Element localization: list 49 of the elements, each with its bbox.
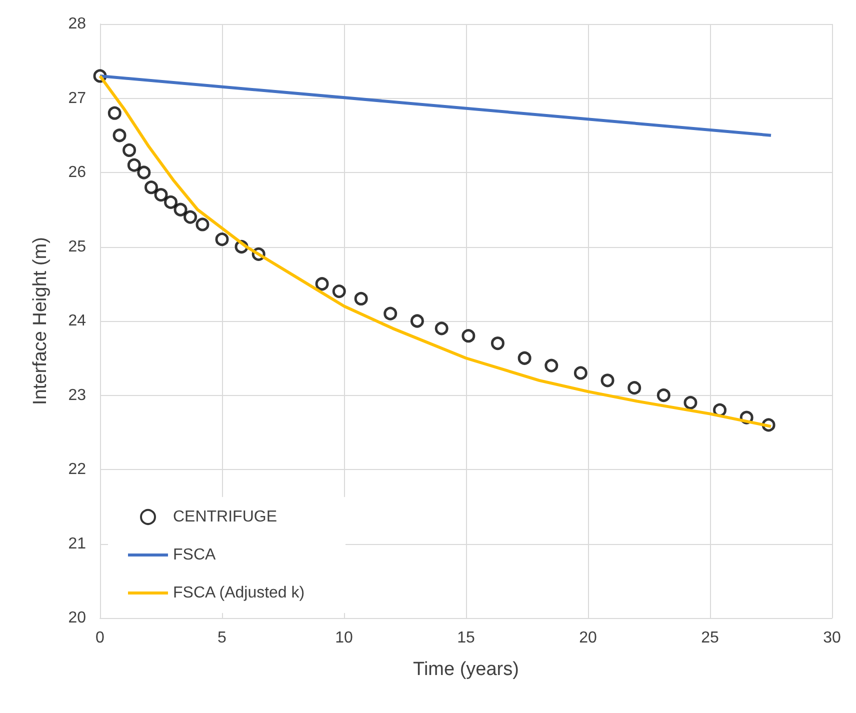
point bbox=[354, 292, 368, 306]
y-tick-label: 26 bbox=[68, 164, 86, 181]
point bbox=[600, 374, 614, 388]
point bbox=[684, 396, 698, 410]
point bbox=[544, 358, 558, 372]
legend-label: FSCA (Adjusted k) bbox=[173, 584, 305, 602]
point bbox=[174, 202, 188, 216]
point bbox=[127, 158, 141, 172]
y-tick-label: 20 bbox=[68, 610, 86, 626]
y-tick-label: 22 bbox=[68, 461, 86, 478]
x-tick-label: 15 bbox=[457, 630, 475, 646]
y-axis-title: Interface Height (m) bbox=[30, 237, 51, 405]
y-tick-label: 24 bbox=[68, 312, 86, 330]
point bbox=[462, 329, 476, 343]
y-tick-label: 27 bbox=[68, 90, 86, 107]
point bbox=[108, 106, 122, 120]
legend-label: CENTRIFUGE bbox=[173, 508, 277, 526]
point bbox=[122, 143, 136, 157]
point bbox=[144, 180, 158, 194]
point bbox=[656, 388, 670, 402]
legend-label: FSCA bbox=[173, 546, 216, 564]
point bbox=[137, 166, 151, 180]
point bbox=[713, 403, 727, 417]
point bbox=[490, 336, 504, 350]
point bbox=[154, 188, 168, 202]
x-tick-label: 25 bbox=[701, 630, 719, 646]
point bbox=[112, 128, 126, 142]
point bbox=[574, 366, 588, 380]
y-tick-label: 28 bbox=[68, 16, 86, 32]
y-tick-label: 25 bbox=[68, 238, 86, 256]
point bbox=[628, 381, 642, 395]
point bbox=[410, 314, 424, 328]
point bbox=[164, 195, 178, 209]
x-tick-label: 20 bbox=[579, 630, 597, 646]
x-tick-label: 30 bbox=[823, 630, 841, 646]
x-tick-label: 5 bbox=[218, 630, 227, 646]
point bbox=[332, 284, 346, 298]
point bbox=[434, 322, 448, 336]
point bbox=[518, 351, 532, 365]
point bbox=[384, 306, 398, 320]
x-tick-label: 0 bbox=[96, 630, 105, 646]
y-tick-label: 21 bbox=[68, 535, 86, 552]
point bbox=[184, 210, 198, 224]
x-tick-label: 10 bbox=[335, 630, 353, 646]
y-tick-label: 23 bbox=[68, 386, 86, 404]
point bbox=[215, 232, 229, 246]
x-axis-title: Time (years) bbox=[413, 659, 519, 680]
point bbox=[315, 277, 329, 291]
point bbox=[196, 218, 210, 232]
